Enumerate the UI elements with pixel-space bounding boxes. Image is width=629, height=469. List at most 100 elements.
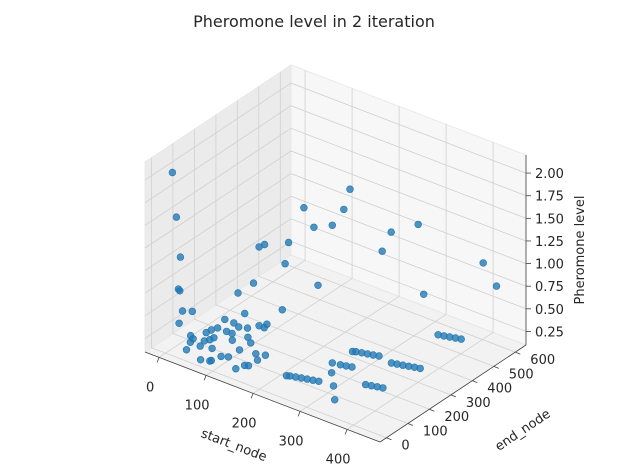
data-point	[457, 335, 465, 343]
z-gridline	[144, 150, 527, 249]
z-tick-label: 1.00	[535, 258, 564, 273]
data-point	[346, 185, 354, 193]
x-tick-mark	[156, 357, 160, 363]
data-point	[174, 285, 183, 293]
data-point	[208, 344, 216, 353]
x-tick-label: 0	[146, 380, 154, 395]
y-tick-label: 200	[444, 410, 469, 425]
z-tick-label: 0.25	[535, 325, 564, 340]
data-point	[232, 365, 240, 373]
data-point	[492, 282, 501, 290]
data-point	[252, 350, 260, 358]
data-point	[224, 353, 233, 361]
axes-grid	[144, 70, 527, 439]
data-point	[217, 352, 225, 361]
x-tick-mark	[250, 393, 254, 399]
data-point	[375, 352, 383, 360]
data-point	[328, 221, 336, 230]
data-point	[281, 260, 289, 268]
data-point	[230, 319, 238, 327]
data-point	[263, 320, 271, 328]
data-point	[348, 363, 356, 371]
y-axis-line	[379, 344, 527, 443]
z-gridline	[144, 173, 527, 271]
data-point	[182, 346, 191, 354]
data-point	[329, 382, 338, 390]
y-axis-label: end_node	[493, 407, 554, 455]
data-point	[327, 369, 336, 377]
z-tick-label: 0.50	[535, 303, 564, 318]
data-point	[200, 337, 209, 345]
data-point	[260, 240, 269, 249]
data-point	[235, 323, 243, 331]
chart-title: Pheromone level in 2 iteration	[193, 12, 435, 31]
data-point	[331, 396, 339, 404]
data-point	[253, 356, 262, 364]
data-point	[416, 364, 424, 373]
z-gridline	[144, 195, 527, 294]
data-point	[241, 309, 249, 318]
data-point	[378, 247, 386, 255]
data-point	[175, 319, 183, 327]
data-point	[188, 307, 197, 316]
z-tick-label: 0.75	[535, 280, 564, 295]
data-point	[348, 347, 357, 356]
y-tick-mark	[450, 394, 457, 398]
x-tick-mark	[297, 411, 301, 417]
y-tick-label: 100	[423, 425, 448, 440]
data-point	[228, 336, 237, 344]
z-gridline	[144, 82, 527, 181]
data-point	[207, 326, 216, 334]
data-point	[249, 279, 258, 287]
data-point	[379, 384, 387, 392]
y-tick-mark	[429, 408, 435, 412]
data-point	[221, 315, 229, 324]
x-tick-label: 300	[279, 434, 304, 449]
data-point	[207, 356, 216, 365]
y-tick-mark	[472, 380, 478, 384]
z-tick-label: 1.50	[535, 212, 564, 227]
tick-labels: 010020030040001002003004005006000.250.50…	[146, 167, 564, 467]
y-tick-label: 600	[530, 353, 555, 368]
data-point	[213, 324, 222, 332]
data-point	[247, 339, 255, 347]
z-axis-label: Pheromone level	[573, 196, 588, 305]
data-point	[244, 362, 253, 370]
data-point	[196, 356, 205, 364]
y-tick-label: 300	[466, 396, 491, 411]
data-point	[278, 306, 286, 314]
z-tick-label: 1.75	[535, 190, 564, 205]
z-gridline	[144, 127, 527, 226]
z-tick-label: 1.25	[535, 235, 564, 250]
x-axis-line	[144, 351, 381, 443]
data-point	[315, 377, 323, 385]
data-point	[168, 168, 177, 177]
data-point	[235, 346, 244, 354]
y-tick-label: 500	[509, 367, 534, 382]
data-point	[172, 213, 181, 221]
z-tick-label: 2.00	[535, 167, 564, 182]
y-tick-mark	[386, 437, 392, 441]
data-point	[234, 289, 242, 297]
data-point	[314, 281, 322, 289]
data-point	[243, 324, 252, 332]
data-point	[261, 351, 270, 359]
data-point	[282, 372, 291, 380]
x-axis-label: start_node	[199, 426, 269, 465]
data-point	[414, 220, 422, 229]
y-tick-label: 400	[487, 382, 512, 397]
data-point	[387, 228, 395, 236]
data-point	[420, 290, 428, 298]
data-point	[310, 223, 318, 232]
data-point	[189, 335, 197, 343]
axes-panes	[144, 64, 527, 443]
data-point	[196, 342, 204, 350]
y-tick-mark	[407, 423, 414, 426]
data-point	[178, 307, 187, 315]
x-tick-label: 400	[326, 452, 351, 467]
data-point	[228, 329, 236, 338]
data-point	[284, 238, 293, 247]
data-point	[340, 205, 348, 214]
x-tick-mark	[203, 375, 207, 381]
